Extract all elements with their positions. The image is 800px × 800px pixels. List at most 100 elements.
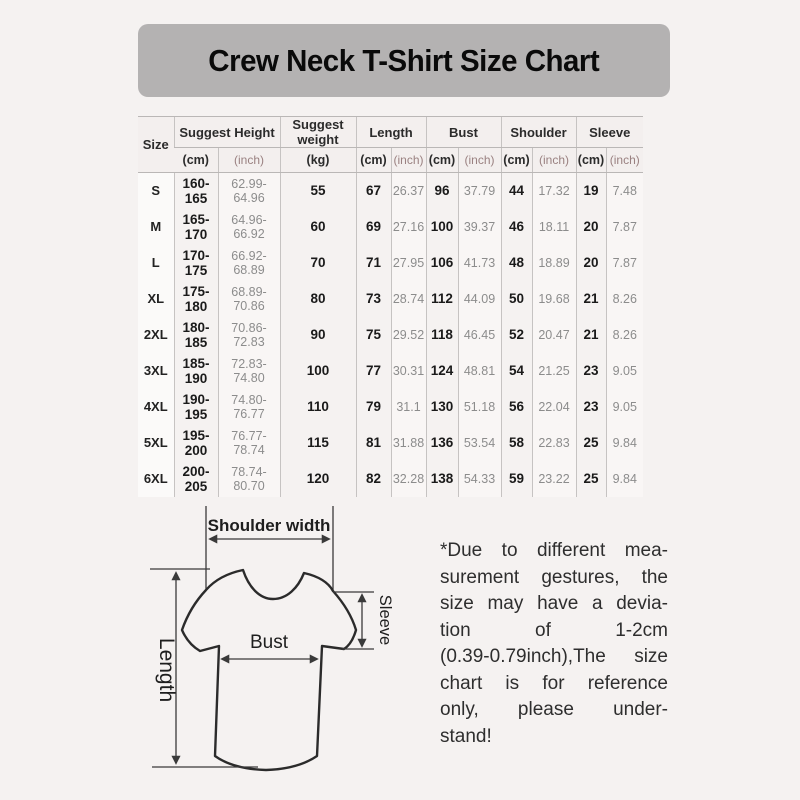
col-group-suggest-height: Suggest Height	[173, 116, 280, 148]
size-value: 32.28	[390, 460, 426, 497]
size-value: 18.89	[531, 244, 576, 281]
size-value: 51.18	[457, 388, 501, 425]
size-value: 138	[425, 460, 458, 497]
size-value: 17.32	[531, 172, 576, 209]
size-value: 48.81	[457, 352, 501, 389]
col-unit-inch: (inch)	[531, 147, 576, 173]
size-value: 58	[500, 424, 532, 461]
size-value: 25	[575, 424, 606, 461]
size-value: 76.77-78.74	[217, 424, 280, 461]
size-row-m: M 165-170 64.96-66.92 60 69 27.16 100 39.37 46 18…	[138, 208, 643, 245]
size-value: 37.79	[457, 172, 501, 209]
size-value: 41.73	[457, 244, 501, 281]
bust-label: Bust	[250, 632, 289, 653]
size-value: 30.31	[390, 352, 426, 389]
note-line: tion of 1-2cm	[440, 619, 668, 641]
size-value: 56	[500, 388, 532, 425]
size-value: 25	[575, 460, 606, 497]
size-value: 200-205	[173, 460, 218, 497]
size-value: 79	[355, 388, 391, 425]
size-value: 46.45	[457, 316, 501, 353]
size-value: 9.05	[605, 352, 643, 389]
size-value: 77	[355, 352, 391, 389]
size-value: 19	[575, 172, 606, 209]
size-value: 120	[279, 460, 356, 497]
note-line: *Due to different mea-	[440, 540, 668, 561]
disclaimer-note: *Due to different mea- surement gestures…	[440, 538, 668, 750]
size-value: 110	[279, 388, 356, 425]
size-row-2xl: 2XL 180-185 70.86-72.83 90 75 29.52 118 46.45 52…	[138, 316, 643, 353]
col-unit-inch: (inch)	[605, 147, 643, 173]
note-line: only, please under-	[440, 699, 668, 720]
size-value: 7.87	[605, 208, 643, 245]
size-value: 21	[575, 280, 606, 317]
size-label: 4XL	[138, 388, 174, 425]
size-value: 7.87	[605, 244, 643, 281]
size-value: 100	[279, 352, 356, 389]
size-value: 73	[355, 280, 391, 317]
tshirt-measurement-diagram: Shoulder width Bust Length Sleeve	[130, 498, 400, 798]
size-value: 185-190	[173, 352, 218, 389]
size-value: 100	[425, 208, 458, 245]
size-label: M	[138, 208, 174, 245]
page-title: Crew Neck T-Shirt Size Chart	[208, 42, 600, 78]
size-value: 31.1	[390, 388, 426, 425]
size-value: 44	[500, 172, 532, 209]
col-unit-inch: (inch)	[217, 147, 280, 173]
size-row-4xl: 4XL 190-195 74.80-76.77 110 79 31.1 130 51.18 56…	[138, 388, 643, 425]
size-value: 31.88	[390, 424, 426, 461]
size-value: 9.05	[605, 388, 643, 425]
size-value: 170-175	[173, 244, 218, 281]
col-unit-cm: (cm)	[174, 147, 218, 173]
size-row-xl: XL 175-180 68.89-70.86 80 73 28.74 112 44.09 50 1…	[138, 280, 643, 317]
size-value: 124	[425, 352, 458, 389]
size-value: 23	[575, 352, 606, 389]
note-line: chart is for reference	[440, 672, 668, 694]
size-value: 62.99-64.96	[217, 172, 280, 209]
col-group-size: Size	[138, 116, 174, 173]
size-value: 8.26	[605, 316, 643, 353]
size-value: 160-165	[173, 172, 218, 209]
sleeve-label: Sleeve	[376, 595, 394, 645]
size-value: 54	[500, 352, 532, 389]
size-value: 9.84	[605, 460, 643, 497]
col-group-length: Length	[355, 116, 426, 148]
size-value: 28.74	[390, 280, 426, 317]
size-value: 26.37	[390, 172, 426, 209]
size-value: 118	[425, 316, 458, 353]
size-value: 66.92-68.89	[217, 244, 280, 281]
size-label: 2XL	[138, 316, 174, 353]
size-value: 27.95	[390, 244, 426, 281]
size-value: 20	[575, 208, 606, 245]
note-line: size may have a devia-	[440, 593, 668, 614]
size-value: 190-195	[173, 388, 218, 425]
size-value: 64.96-66.92	[217, 208, 280, 245]
size-value: 54.33	[457, 460, 501, 497]
size-label: 5XL	[138, 424, 174, 461]
table-header: Size Suggest Height Suggest weight Length Bu…	[138, 116, 643, 173]
size-label: XL	[138, 280, 174, 317]
size-value: 7.48	[605, 172, 643, 209]
size-value: 106	[425, 244, 458, 281]
size-value: 53.54	[457, 424, 501, 461]
size-value: 27.16	[390, 208, 426, 245]
size-value: 69	[355, 208, 391, 245]
note-line: (0.39-0.79inch),The size	[440, 646, 668, 667]
col-unit-inch: (inch)	[457, 147, 501, 173]
size-value: 78.74-80.70	[217, 460, 280, 497]
size-value: 23	[575, 388, 606, 425]
col-group-suggest-weight: Suggest weight	[279, 116, 356, 148]
size-value: 90	[279, 316, 356, 353]
col-group-sleeve: Sleeve	[575, 116, 643, 148]
size-value: 50	[500, 280, 532, 317]
size-value: 18.11	[531, 208, 576, 245]
size-value: 20.47	[531, 316, 576, 353]
size-value: 39.37	[457, 208, 501, 245]
size-value: 115	[279, 424, 356, 461]
table-body: S 160-165 62.99-64.96 55 67 26.37 96 37.79 44 17.…	[138, 172, 643, 497]
size-chart-table: Size Suggest Height Suggest weight Length Bu…	[138, 116, 643, 497]
size-value: 96	[425, 172, 458, 209]
size-row-5xl: 5XL 195-200 76.77-78.74 115 81 31.88 136 53.54 5…	[138, 424, 643, 461]
size-value: 195-200	[173, 424, 218, 461]
size-value: 70	[279, 244, 356, 281]
